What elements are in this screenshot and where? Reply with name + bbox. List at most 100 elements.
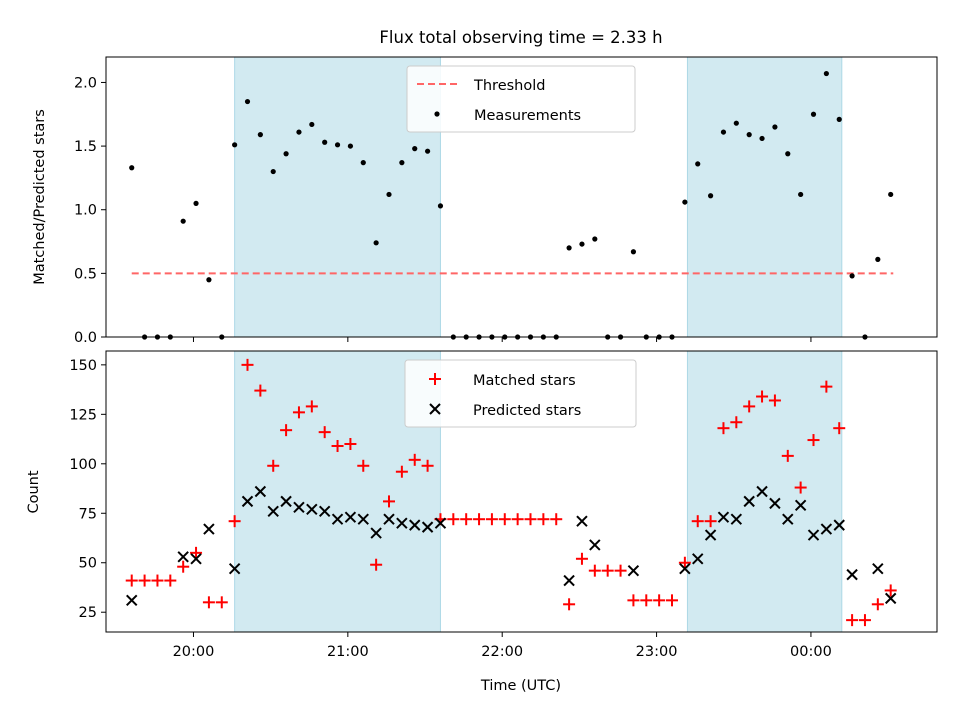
matched-point [807,434,820,447]
y-tick-label: 1.0 [74,203,97,219]
predicted-point [280,495,292,508]
measurement-point [244,98,251,105]
top-y-axis: 0.0 0.5 1.0 1.5 2.0 [74,75,106,346]
predicted-point [782,513,794,525]
top-panel: 0.00.51.01.52.0 Matched/Predicted stars … [32,56,938,346]
matched-point [743,400,756,413]
matched-point [640,594,653,607]
predicted-point [254,485,267,498]
measurement-point [283,151,289,157]
predicted-point [872,562,884,575]
bottom-y-axis: 25 50 75 100 125 150 [69,358,106,621]
measurement-point [347,143,354,149]
predicted-point [730,513,743,525]
predicted-point [203,523,215,535]
predicted-point [383,513,395,525]
predicted-point [190,553,202,565]
matched-point [254,384,267,397]
predicted-point [743,495,755,508]
measurement-point [798,191,804,198]
matched-point [460,513,473,526]
measurement-point [257,132,263,138]
matched-point [717,422,730,435]
measurement-point [270,168,276,175]
predicted-point [409,519,421,531]
y-tick-label: 75 [79,506,97,522]
predicted-point [717,511,730,523]
y-tick-label: 150 [69,358,97,374]
measurement-point [309,121,315,128]
matched-point [408,453,421,466]
predicted-point [331,513,344,525]
matched-point [370,558,383,571]
matched-point [383,495,396,508]
x-axis-label: Time (UTC) [480,678,561,694]
top-legend: Threshold Measurements [406,65,636,133]
matched-point [164,574,177,587]
y-tick-label: 2.0 [74,75,97,91]
bottom-x-axis: 20:00 21:00 22:00 23:00 00:00 [173,632,832,660]
matched-point [228,515,241,528]
matched-point [833,422,846,435]
matched-point [267,459,280,472]
bottom-plot-frame [105,350,938,633]
predicted-point [293,501,305,514]
top-x-ticks [192,337,812,342]
matched-point [331,439,344,452]
matched-point [215,596,228,609]
matched-point [884,584,897,597]
matched-point [858,614,871,627]
matched-point [614,564,627,577]
measurement-point [129,165,135,171]
matched-point [125,574,138,587]
measurement-point [206,277,212,283]
x-tick-label: 20:00 [173,644,215,660]
measurement-point [592,236,598,242]
chart-title: Flux total observing time = 2.33 h [379,28,662,47]
measurement-point [399,160,405,166]
measurement-point [579,241,585,247]
predicted-point [576,515,588,527]
measurement-point [695,161,701,167]
top-y-axis-label: Matched/Predicted stars [32,109,48,285]
legend-matched-swatch [429,373,441,385]
predicted-point [357,513,369,525]
matched-point [871,598,884,611]
matched-point [691,515,704,528]
top-legend-box [406,65,636,133]
measurement-point [759,135,765,142]
y-tick-label: 0.0 [74,330,97,346]
matched-point [846,614,859,627]
legend-measurements-label: Measurements [474,108,581,124]
measurement-point [849,273,855,279]
matched-point [730,416,743,429]
matched-point [524,513,537,526]
measurement-point [785,151,791,157]
y-tick-label: 125 [69,407,97,423]
matched-point [344,438,357,451]
matched-point [666,594,679,607]
predicted-point [692,553,704,565]
matched-point [781,449,794,462]
top-plot-frame [105,56,938,338]
legend-predicted-label: Predicted stars [473,403,581,419]
predicted-point [820,523,833,535]
matched-point [768,394,781,407]
matched-point [511,513,524,526]
x-tick-label: 21:00 [327,644,369,660]
measurement-point [875,256,881,262]
predicted-point [241,495,254,508]
predicted-point [807,529,820,541]
measurement-point [810,111,817,117]
matched-point [820,380,833,393]
matched-point [318,426,331,439]
predicted-point [434,517,447,529]
matched-point [601,564,614,577]
measurement-point [373,240,379,246]
predicted-point [769,497,781,510]
matched-point [202,596,215,609]
matched-point [575,552,588,565]
predicted-point [679,562,691,575]
predicted-point [421,521,434,533]
matched-point [190,546,203,559]
